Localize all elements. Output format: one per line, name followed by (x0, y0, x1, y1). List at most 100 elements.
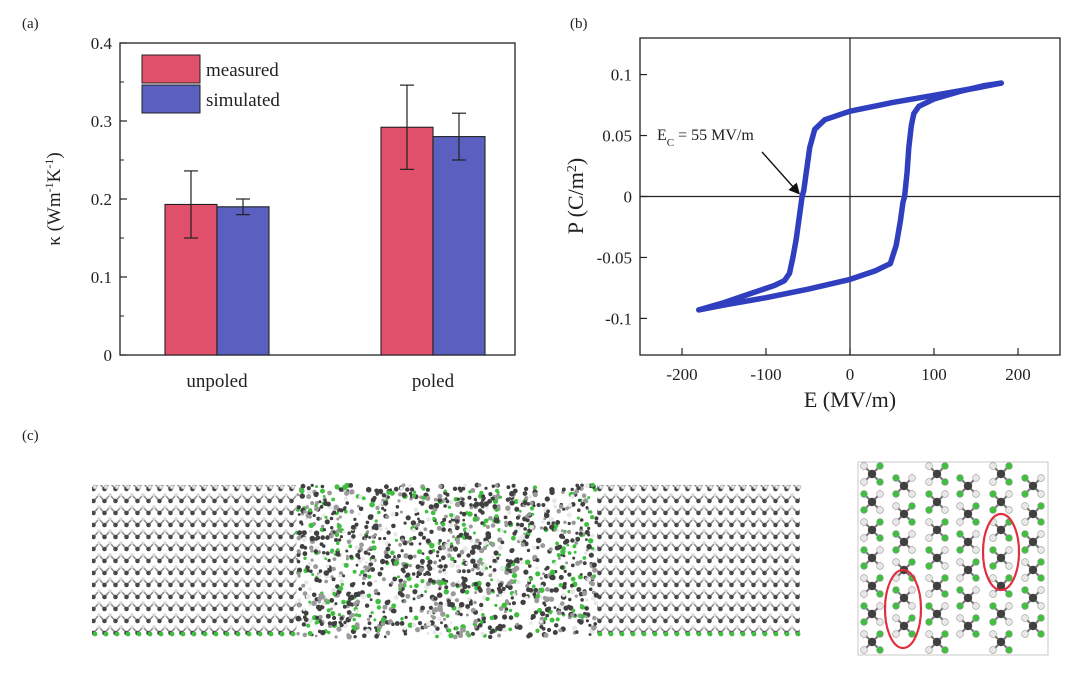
atom (501, 586, 506, 592)
atom (433, 624, 437, 628)
atom (485, 596, 490, 602)
atom (296, 535, 302, 541)
atom-green (892, 546, 900, 554)
atom-green (235, 631, 241, 637)
atom-light (908, 546, 916, 554)
atom (455, 537, 460, 543)
atom-light (290, 484, 296, 490)
atom (302, 551, 308, 557)
atom-light (956, 614, 964, 622)
atom (413, 554, 417, 559)
atom-light (860, 534, 868, 542)
atom (588, 538, 594, 544)
atom (416, 594, 422, 600)
atom (357, 558, 363, 564)
atom (403, 632, 408, 636)
atom-green (941, 478, 949, 486)
atom (314, 506, 320, 512)
atom (324, 519, 330, 525)
atom-green (718, 631, 724, 637)
atom (423, 527, 428, 532)
atom (443, 489, 447, 493)
atom (434, 521, 439, 525)
atom (469, 503, 473, 507)
atom-light (202, 484, 208, 490)
atom (347, 531, 352, 535)
atom (554, 623, 559, 628)
atom (539, 619, 543, 624)
atom (332, 510, 337, 515)
atom (467, 495, 472, 500)
atom (458, 601, 465, 608)
atom (320, 484, 325, 489)
atom-green (876, 462, 884, 470)
atom (463, 483, 468, 488)
atom (348, 483, 354, 488)
atom (443, 564, 448, 569)
atom-light (763, 484, 769, 490)
atom (479, 608, 483, 611)
atom-green (956, 602, 964, 610)
atom-light (1037, 586, 1045, 594)
atom (533, 587, 539, 593)
atom (492, 504, 498, 509)
atom (300, 483, 306, 489)
atom (477, 563, 481, 567)
atom (436, 592, 443, 598)
atom (309, 569, 313, 574)
atom-light (92, 484, 98, 490)
atom (354, 609, 359, 613)
atom (409, 537, 413, 541)
atom (545, 613, 550, 618)
atom (522, 491, 528, 496)
atom (445, 614, 450, 618)
atom (387, 619, 393, 625)
atom (306, 494, 312, 500)
atom (535, 566, 539, 570)
atom (339, 535, 343, 539)
atom-dark (899, 537, 909, 547)
atom-dark (932, 497, 942, 507)
atom (559, 565, 565, 570)
atom (357, 549, 361, 554)
atom-light (989, 462, 997, 470)
atom (323, 498, 327, 502)
atom (349, 489, 355, 495)
atom (367, 574, 372, 579)
atom (447, 553, 452, 558)
atom (445, 543, 451, 549)
atom (515, 515, 520, 520)
atom-green (941, 630, 949, 638)
atom (321, 555, 325, 559)
atom (318, 620, 322, 623)
atom (364, 567, 369, 572)
atom-green (860, 546, 868, 554)
atom (506, 601, 510, 605)
atom-green (1037, 614, 1045, 622)
atom (398, 542, 402, 547)
atom (500, 540, 505, 545)
atom (432, 507, 438, 512)
atom (560, 529, 564, 533)
atom (354, 545, 360, 550)
atom-dark (899, 481, 909, 491)
atom (320, 535, 326, 540)
atom (338, 487, 344, 492)
atom-light (860, 478, 868, 486)
atom (461, 497, 465, 501)
atom-light (620, 484, 626, 490)
atom (578, 531, 583, 536)
atom (393, 560, 400, 566)
atom (506, 581, 512, 586)
atom (523, 527, 527, 531)
atom-green (608, 631, 614, 637)
atom (512, 593, 516, 597)
atom-light (631, 484, 637, 490)
atom (418, 542, 422, 546)
atom (513, 499, 519, 504)
atom (534, 598, 540, 604)
atom (346, 539, 352, 545)
atom (561, 584, 567, 590)
y-tick-label: -0.1 (605, 309, 632, 328)
atom (503, 610, 507, 614)
